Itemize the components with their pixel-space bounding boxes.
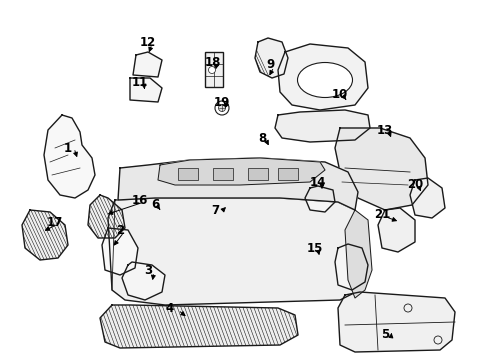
Polygon shape [100, 305, 298, 348]
Text: 19: 19 [214, 96, 230, 109]
Polygon shape [410, 178, 445, 218]
Text: 20: 20 [407, 179, 423, 192]
Text: 14: 14 [310, 175, 326, 189]
Polygon shape [158, 158, 325, 185]
Polygon shape [255, 38, 288, 78]
Text: 5: 5 [381, 328, 389, 342]
Text: 12: 12 [140, 36, 156, 49]
Polygon shape [130, 78, 162, 102]
Polygon shape [102, 228, 138, 275]
Text: 18: 18 [205, 55, 221, 68]
Text: 15: 15 [307, 242, 323, 255]
Text: 6: 6 [151, 198, 159, 211]
Bar [178, 168, 198, 180]
Text: 9: 9 [266, 58, 274, 72]
Text: 7: 7 [211, 203, 219, 216]
Polygon shape [378, 208, 415, 252]
Polygon shape [345, 210, 372, 298]
Text: 2: 2 [116, 224, 124, 237]
Polygon shape [118, 158, 358, 210]
Text: 11: 11 [132, 77, 148, 90]
Text: 13: 13 [377, 123, 393, 136]
Polygon shape [335, 128, 428, 210]
Polygon shape [305, 186, 335, 212]
Bar [205, 52, 223, 87]
Polygon shape [275, 110, 370, 142]
Polygon shape [44, 115, 95, 198]
Bar [248, 168, 268, 180]
Ellipse shape [297, 63, 352, 98]
Circle shape [209, 67, 216, 73]
Polygon shape [133, 52, 162, 77]
Polygon shape [108, 198, 368, 305]
Polygon shape [88, 195, 125, 238]
Polygon shape [338, 292, 455, 352]
Text: 4: 4 [166, 302, 174, 315]
Text: 3: 3 [144, 264, 152, 276]
Circle shape [219, 104, 225, 112]
Text: 1: 1 [64, 141, 72, 154]
Bar [278, 168, 298, 180]
Polygon shape [278, 44, 368, 110]
Text: 16: 16 [132, 194, 148, 207]
Text: 8: 8 [258, 131, 266, 144]
Polygon shape [22, 210, 68, 260]
Polygon shape [335, 244, 368, 290]
Polygon shape [122, 262, 165, 300]
Text: 10: 10 [332, 89, 348, 102]
Text: 17: 17 [47, 216, 63, 229]
Bar [213, 168, 233, 180]
Circle shape [215, 101, 229, 115]
Text: 21: 21 [374, 208, 390, 221]
